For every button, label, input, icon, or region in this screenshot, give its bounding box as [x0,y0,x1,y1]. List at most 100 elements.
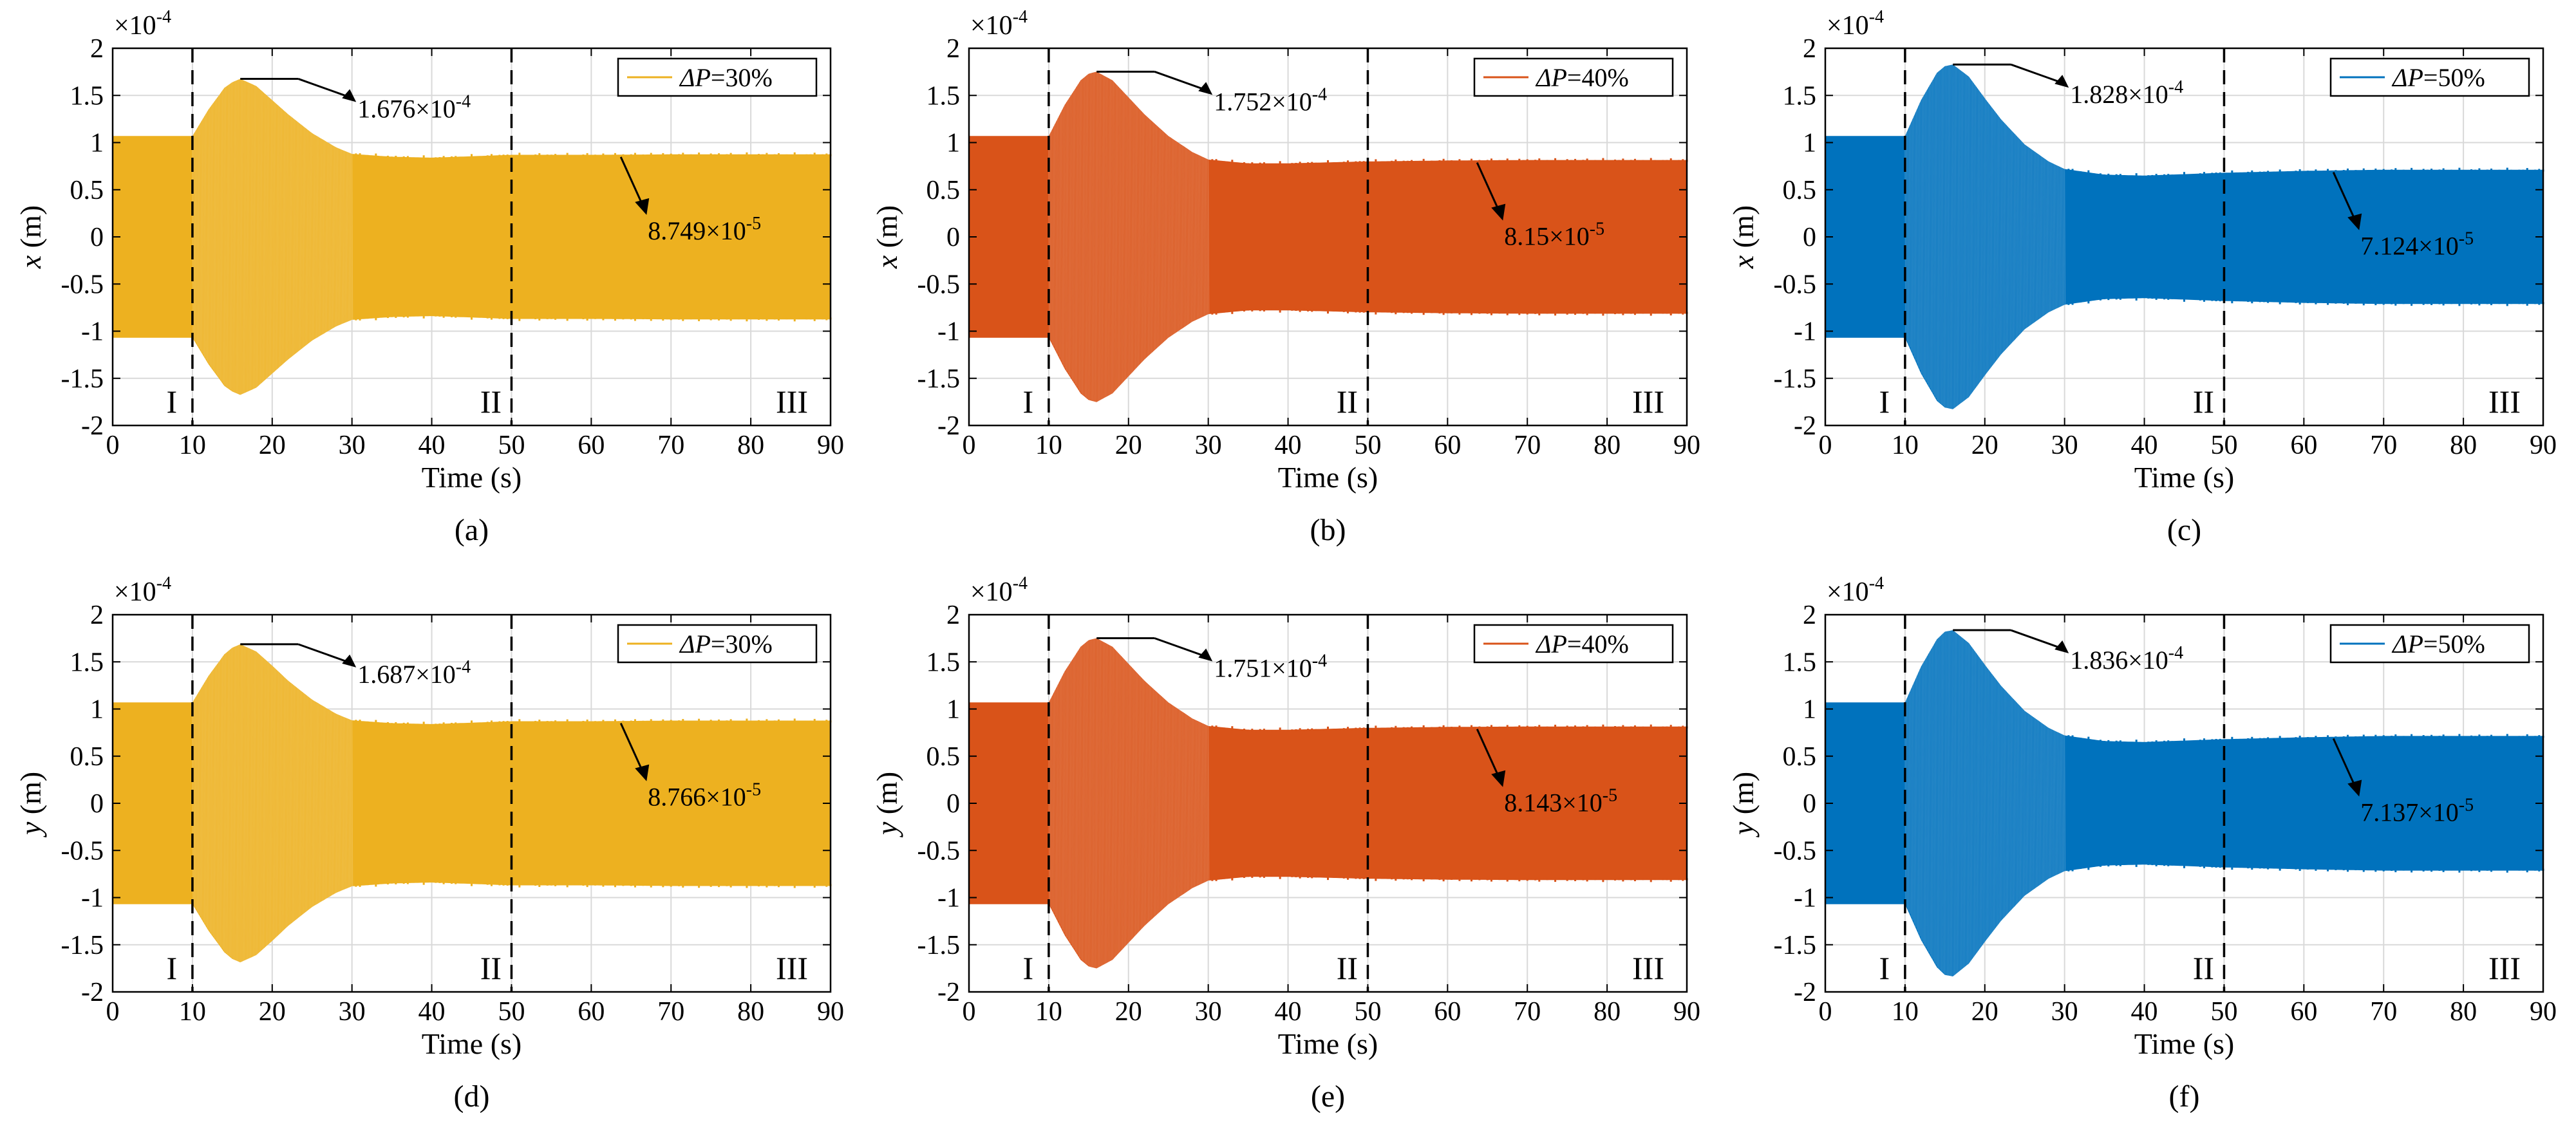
oscillation-stroke [2004,689,2006,918]
y-tick-label: -1 [81,317,104,347]
annotation-base: ×10 [1272,87,1312,116]
steady-annotation: 8.143×10-5 [1476,729,1617,817]
oscillation-stroke [1156,691,1158,915]
x-axis-title: Time (s) [2134,1027,2235,1060]
oscillation-stroke [1111,80,1113,394]
signal-envelope [113,79,831,395]
annotation-exponent: -4 [2168,643,2183,663]
oscillation-stroke [302,692,305,915]
oscillation-stroke [1055,688,1057,919]
oscillation-stroke [348,719,350,888]
oscillation-stroke [1986,100,1988,373]
oscillation-stroke [1982,661,1984,946]
annotation-base: ×10 [2128,646,2168,675]
oscillation-stroke [268,97,270,377]
x-tick-label: 70 [2370,431,2397,460]
oscillation-stroke [1163,698,1165,909]
oscillation-stroke [2002,121,2004,353]
oscillation-stroke [1143,113,1145,361]
axis-exponent-base: ×10 [1827,11,1869,41]
oscillation-stroke [2049,162,2051,312]
oscillation-stroke [250,84,253,390]
oscillation-stroke [1924,93,1926,381]
x-tick-label: 70 [2370,997,2397,1027]
oscillation-stroke [1989,671,1991,936]
legend-label-prefix: ΔP [1535,630,1567,658]
annotation-exponent: -5 [1590,219,1604,239]
y-tick-label: 0 [90,789,104,819]
y-tick-label: -0.5 [917,836,961,866]
oscillation-stroke [296,687,299,919]
y-tick-label: 1.5 [926,81,961,111]
oscillation-stroke [2064,169,2066,305]
x-tick-label: 10 [1035,997,1062,1027]
axis-exponent: ×10-4 [114,574,171,607]
oscillation-stroke [2015,135,2017,339]
oscillation-stroke [321,705,323,902]
oscillation-stroke [1125,95,1128,379]
annotation-exponent: -4 [2168,77,2183,97]
oscillation-stroke [261,656,263,951]
oscillation-stroke [2036,153,2038,321]
oscillation-stroke [200,688,203,919]
oscillation-stroke [1192,718,1194,888]
y-tick-label: 1.5 [70,81,104,111]
oscillation-stroke [1093,72,1095,402]
oscillation-stroke [1087,640,1089,966]
y-tick-label: -1 [81,884,104,913]
oscillation-stroke [1953,631,1955,976]
x-tick-label: 40 [1275,997,1302,1027]
y-tick-label: 2 [1803,601,1816,630]
legend-label-prefix: ΔP [679,630,711,658]
x-tick-label: 0 [106,997,120,1027]
oscillation-stroke [240,79,243,395]
oscillation-stroke [246,647,249,960]
x-tick-label: 40 [1275,431,1302,460]
x-tick-label: 60 [578,997,605,1027]
annotation-mantissa: 8.766 [648,783,706,812]
oscillation-stroke [272,666,274,940]
oscillation-stroke [1948,65,1950,409]
y-axis-variable: y [870,821,903,837]
annotation-exponent: -4 [456,657,471,677]
oscillation-stroke [2056,732,2059,875]
oscillation-stroke [1121,657,1123,950]
annotation-text: 1.676×10-4 [357,91,471,123]
y-tick-label: 2 [90,601,104,630]
oscillation-stroke [287,680,288,927]
x-tick-label: 80 [1594,431,1621,460]
oscillation-stroke [1198,154,1199,319]
x-tick-label: 10 [1892,431,1919,460]
oscillation-stroke [1051,696,1053,910]
oscillation-stroke [281,674,283,933]
oscillation-stroke [2045,159,2047,315]
oscillation-stroke [1957,68,1960,406]
y-axis-unit: (m) [14,772,47,822]
oscillation-stroke [1937,71,1940,402]
oscillation-stroke [1120,88,1122,386]
annotation-mantissa: 1.676 [357,94,415,123]
oscillation-stroke [337,714,339,893]
x-tick-label: 0 [1819,997,1832,1027]
peak-annotation: 1.687×10-4 [240,643,471,689]
oscillation-stroke [1131,100,1134,373]
oscillation-stroke [205,115,207,359]
oscillation-stroke [1069,662,1072,944]
oscillation-stroke [324,707,326,900]
oscillation-stroke [1170,137,1172,337]
oscillation-stroke [1913,117,1915,357]
oscillation-stroke [1049,133,1051,341]
signal-oscillation [1904,630,2544,976]
oscillation-stroke [1164,699,1167,908]
oscillation-stroke [348,153,350,321]
oscillation-stroke [2017,136,2018,338]
annotation-text: 1.687×10-4 [357,657,471,689]
oscillation-stroke [1184,147,1187,327]
oscillation-stroke [265,660,267,947]
oscillation-stroke [323,705,324,901]
annotation-arrowhead [2054,640,2069,654]
oscillation-stroke [2011,696,2013,910]
oscillation-stroke [1080,647,1082,960]
annotation-base: ×10 [1562,788,1603,817]
oscillation-stroke [1059,113,1062,360]
